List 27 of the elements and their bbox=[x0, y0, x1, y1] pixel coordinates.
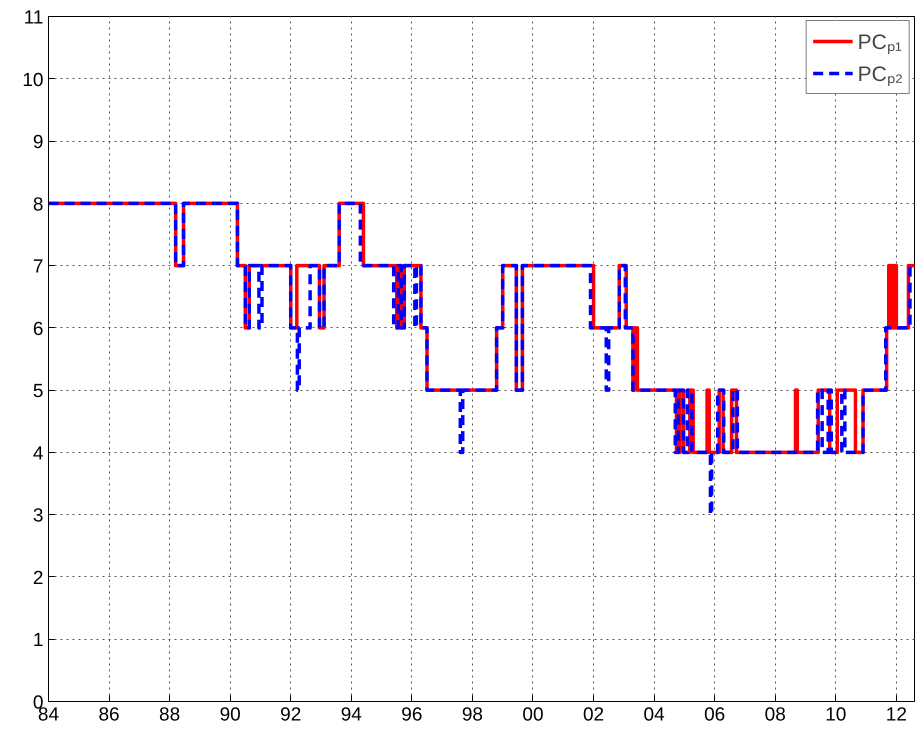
legend-label: PCₚ₁ bbox=[858, 30, 902, 55]
x-tick-label: 90 bbox=[220, 704, 241, 726]
y-tick-label: 5 bbox=[32, 381, 44, 402]
y-tick-label: 8 bbox=[32, 194, 44, 216]
x-tick-label: 06 bbox=[704, 704, 726, 726]
x-tick-label: 04 bbox=[644, 704, 666, 726]
y-tick-label: 2 bbox=[32, 568, 44, 589]
y-tick-label: 4 bbox=[32, 443, 44, 464]
x-tick-label: 08 bbox=[764, 704, 786, 726]
y-tick-label: 6 bbox=[32, 318, 44, 340]
x-tick-label: 02 bbox=[582, 704, 604, 726]
x-tick-label: 96 bbox=[401, 704, 422, 726]
x-tick-label: 92 bbox=[280, 704, 302, 726]
x-tick-label: 10 bbox=[825, 704, 846, 726]
x-tick-label: 12 bbox=[886, 704, 907, 726]
x-tick-label: 98 bbox=[462, 704, 483, 726]
x-tick-label: 00 bbox=[522, 704, 544, 726]
y-tick-label: 9 bbox=[32, 132, 44, 154]
y-tick-label: 11 bbox=[24, 8, 44, 28]
x-tick-label: 86 bbox=[98, 704, 120, 726]
y-tick-label: 10 bbox=[22, 70, 44, 91]
x-tick-label: 94 bbox=[340, 704, 362, 726]
y-tick-label: 1 bbox=[32, 630, 44, 652]
y-tick-label: 3 bbox=[32, 506, 44, 527]
y-tick-label: 7 bbox=[32, 256, 44, 278]
legend-label: PCₚ₂ bbox=[858, 62, 903, 87]
x-tick-label: 88 bbox=[159, 704, 180, 726]
